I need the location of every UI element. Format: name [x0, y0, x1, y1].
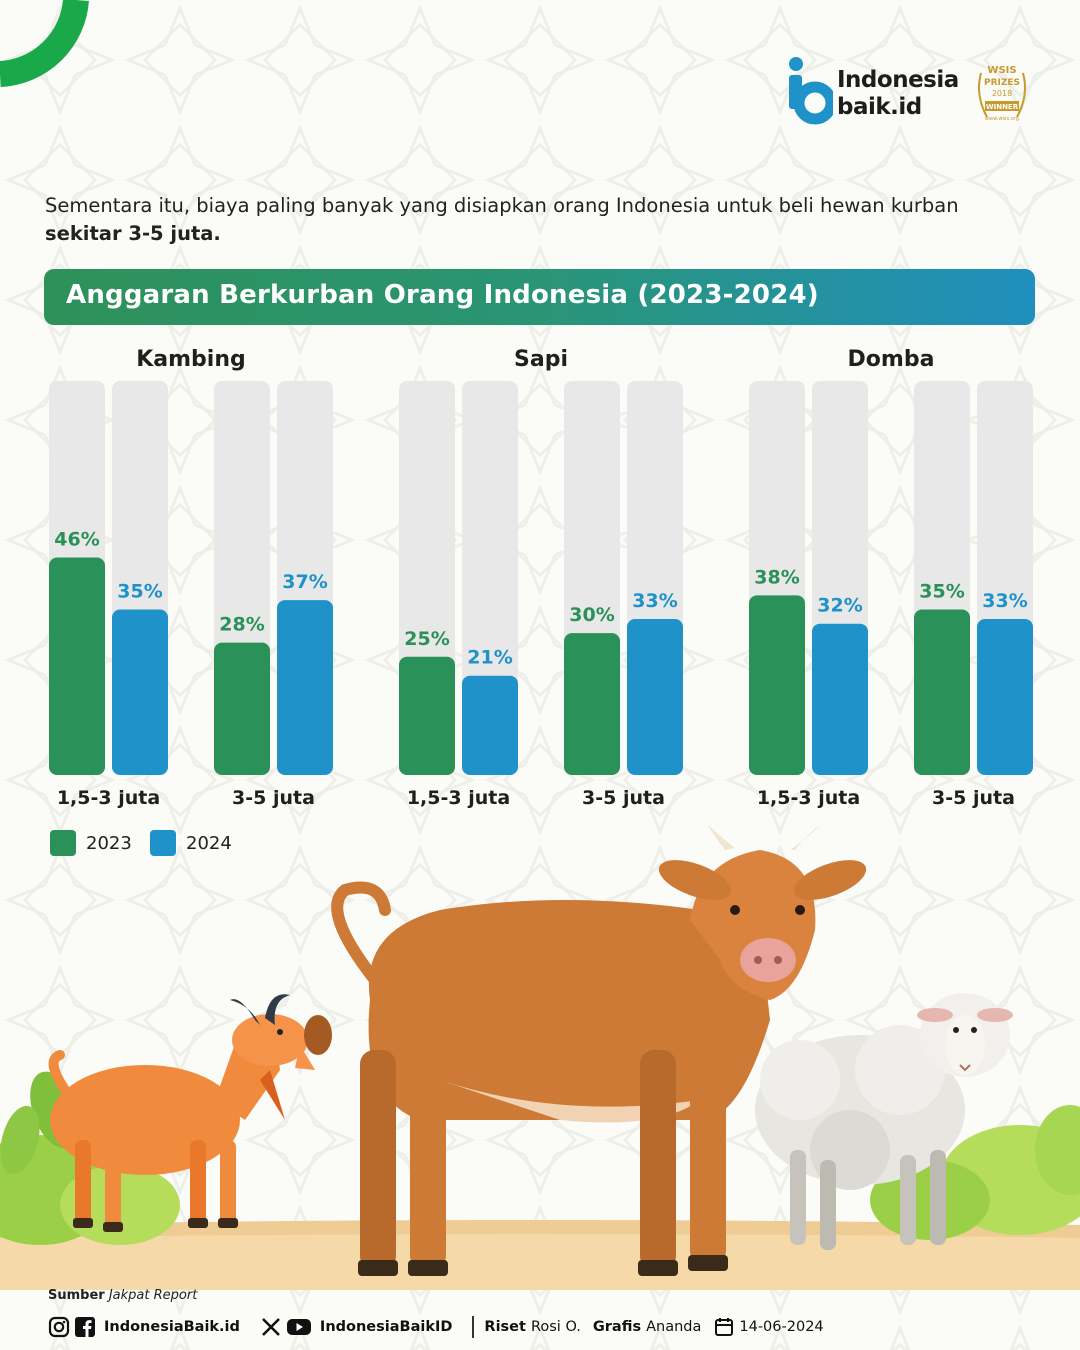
instagram-icon[interactable] — [48, 1316, 70, 1338]
bar-kambing-2023 — [49, 557, 105, 775]
goat-icon — [48, 994, 315, 1232]
data-label: 32% — [817, 595, 862, 617]
budget-bar-chart: 46% 35% 1,5-3 juta 28% 37% 3-5 juta Kambing 25%… — [49, 347, 1033, 809]
legend-swatch-2023 — [50, 830, 76, 856]
source-line: Sumber Jakpat Report — [48, 1288, 1048, 1303]
legend-label-2024: 2024 — [186, 832, 232, 854]
sheep-icon — [755, 993, 1013, 1250]
category-label: 3-5 juta — [932, 787, 1015, 809]
brand-logo: Indonesia baik.id WSIS PRIZES 2018 WINNE… — [785, 55, 1035, 135]
badge-line-4: WINNER — [986, 103, 1019, 111]
chart-title: Anggaran Berkurban Orang Indonesia (2023… — [66, 280, 819, 310]
bar-domba-2024 — [977, 618, 1033, 775]
legend-label-2023: 2023 — [86, 832, 132, 854]
bar-domba-2023 — [749, 595, 805, 775]
data-label: 33% — [982, 590, 1027, 612]
data-label: 35% — [919, 581, 964, 603]
category-label: 1,5-3 juta — [57, 787, 160, 809]
data-label: 46% — [54, 529, 99, 551]
cow-icon — [304, 825, 867, 1276]
bar-kambing-2023 — [214, 642, 270, 775]
facebook-icon[interactable] — [74, 1316, 96, 1338]
bar-sapi-2023 — [564, 633, 620, 775]
grafis-value: Ananda — [646, 1319, 702, 1335]
grafis-label: Grafis — [592, 1319, 642, 1335]
intro-bold: sekitar 3-5 juta. — [45, 222, 221, 245]
data-label: 33% — [632, 590, 677, 612]
data-label: 25% — [404, 628, 449, 650]
handle-indonesiabaik-id[interactable]: IndonesiaBaik.id — [104, 1319, 240, 1335]
riset-label: Riset — [484, 1319, 526, 1335]
source-value: Jakpat Report — [108, 1288, 198, 1303]
category-label: 1,5-3 juta — [757, 787, 860, 809]
bar-sapi-2023 — [399, 656, 455, 775]
handle-indonesiabaikid[interactable]: IndonesiaBaikID — [319, 1319, 453, 1335]
badge-line-2: PRIZES — [984, 78, 1020, 88]
category-label: 3-5 juta — [232, 787, 315, 809]
corner-arc-decoration — [0, 0, 89, 87]
legend-item-2024: 2024 — [150, 830, 232, 856]
wsis-badge-icon: WSIS PRIZES 2018 WINNER www.wsis.org — [978, 65, 1026, 122]
logo-line-2: baik.id — [837, 94, 922, 120]
bar-domba-2024 — [812, 623, 868, 775]
intro-paragraph: Sementara itu, biaya paling banyak yang … — [45, 192, 1005, 248]
livestock-illustration — [0, 825, 1080, 1290]
bar-sapi-2024 — [627, 618, 683, 775]
data-label: 37% — [282, 571, 327, 593]
group-label-domba: Domba — [848, 347, 935, 372]
badge-line-5: www.wsis.org — [985, 116, 1019, 122]
bar-kambing-2024 — [277, 600, 333, 775]
chart-title-bar: Anggaran Berkurban Orang Indonesia (2023… — [44, 269, 1035, 325]
legend-swatch-2024 — [150, 830, 176, 856]
group-label-sapi: Sapi — [514, 347, 568, 372]
badge-line-1: WSIS — [987, 65, 1016, 76]
data-label: 38% — [754, 566, 799, 588]
publish-date: 14-06-2024 — [739, 1319, 824, 1335]
logo-mark-icon — [789, 57, 833, 125]
source-label: Sumber — [48, 1288, 105, 1303]
footer: Sumber Jakpat Report IndonesiaBaik.id In… — [48, 1288, 1048, 1338]
badge-line-3: 2018 — [992, 89, 1012, 98]
data-label: 35% — [117, 581, 162, 603]
legend-item-2023: 2023 — [50, 830, 132, 856]
group-label-kambing: Kambing — [136, 347, 246, 372]
riset-value: Rosi O. — [530, 1319, 581, 1335]
data-label: 21% — [467, 647, 512, 669]
calendar-icon — [715, 1318, 734, 1336]
bar-domba-2023 — [914, 609, 970, 775]
data-label: 28% — [219, 614, 264, 636]
x-icon[interactable] — [260, 1316, 282, 1338]
youtube-icon[interactable] — [286, 1316, 312, 1338]
intro-text: Sementara itu, biaya paling banyak yang … — [45, 194, 959, 217]
category-label: 1,5-3 juta — [407, 787, 510, 809]
category-label: 3-5 juta — [582, 787, 665, 809]
bar-sapi-2024 — [462, 675, 518, 775]
logo-line-1: Indonesia — [837, 67, 959, 93]
logo-text: Indonesia baik.id — [837, 67, 959, 121]
footer-credits: IndonesiaBaik.id IndonesiaBaikID Riset R… — [48, 1314, 824, 1340]
footer-divider — [472, 1316, 475, 1338]
data-label: 30% — [569, 604, 614, 626]
bar-kambing-2024 — [112, 609, 168, 775]
